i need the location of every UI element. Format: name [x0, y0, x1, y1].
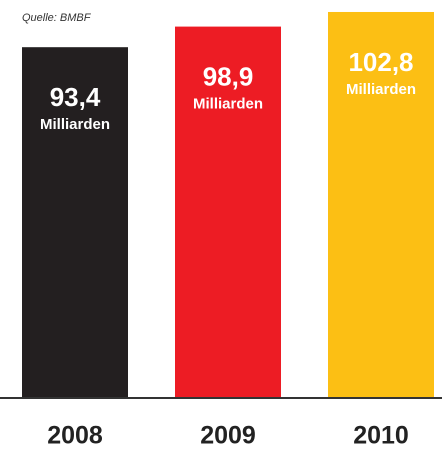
value-label: 93,4	[50, 82, 101, 112]
value-label: 102,8	[348, 47, 413, 77]
bar	[175, 26, 281, 397]
value-unit: Milliarden	[40, 116, 110, 133]
x-tick-label: 2008	[47, 422, 103, 450]
value-label: 98,9	[203, 61, 254, 91]
bar	[22, 47, 128, 398]
bar	[328, 11, 434, 398]
value-unit: Milliarden	[193, 96, 263, 113]
value-unit: Milliarden	[346, 81, 416, 98]
x-tick-label: 2009	[200, 422, 256, 450]
source-note: Quelle: BMBF	[22, 12, 92, 24]
x-tick-label: 2010	[353, 422, 409, 450]
